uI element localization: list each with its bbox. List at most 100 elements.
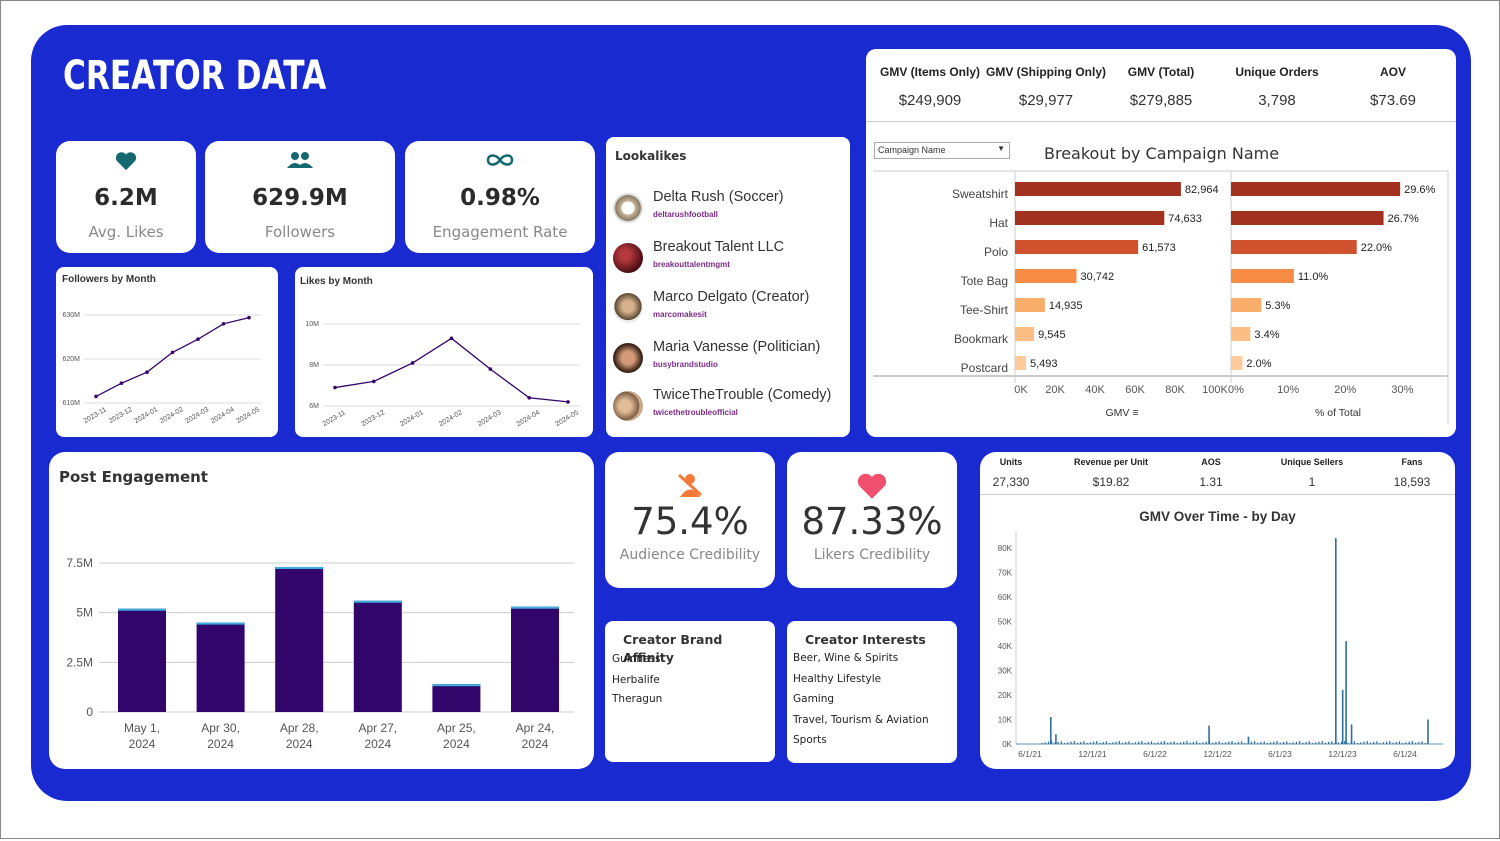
person-x-icon [605,472,775,505]
kpi-label: Followers [264,223,336,241]
gmv-day-bar [1328,741,1330,744]
gmv-day-bar [1379,743,1381,744]
gmv-day-bar [1253,740,1256,744]
gmv-spike-bar [1341,690,1344,744]
list-item: Gaming [793,693,835,705]
kpi-avg-likes: 6.2M Avg. Likes [56,141,196,253]
gmv-day-bar [1305,741,1307,744]
x-tick-label: 6/1/24 [1393,749,1417,759]
gmv-day-bar [1308,741,1310,744]
gmv-day-bar [1337,742,1339,744]
list-item: Herbalife [612,674,660,686]
gmv-day-bar [1109,743,1111,744]
chart-title: Likes by Month [300,276,373,287]
gmv-day-bar [1373,741,1375,744]
lookalike-handle: breakouttalentmgmt [653,260,730,269]
data-point [196,337,200,341]
credibility-label: Likers Credibility [813,547,931,563]
avatar [613,243,643,273]
x-tick-label: 2024-01 [133,406,159,425]
lookalike-name: Marco Delgato (Creator) [653,289,810,305]
metric-value: $19.82 [1092,475,1130,489]
y-tick-label: 0K [1002,740,1012,749]
pct-bar [1231,182,1401,196]
y-tick-label: 2.5M [66,655,93,669]
lookalike-item[interactable]: TwiceTheTrouble (Comedy) twicethetrouble… [613,387,848,429]
gmv-day-bar [1366,740,1368,744]
lookalike-item[interactable]: Marco Delgato (Creator) marcomakesit [613,289,848,331]
category-label: Polo [984,245,1008,259]
lookalike-item[interactable]: Maria Vanesse (Politician) busybrandstud… [613,339,848,381]
data-point [119,381,124,385]
gmv-bar [1015,211,1165,225]
gmv-day-bar [1115,741,1117,744]
gmv-day-bar [1179,742,1182,744]
lookalike-item[interactable]: Delta Rush (Soccer) deltarushfootball [613,189,848,231]
data-point [333,385,337,390]
y-tick-label: 60K [998,593,1013,602]
gmv-bar [1015,240,1139,254]
x-tick-label: 2024 [443,737,470,751]
gmv-breakout-card: GMV (Items Only) GMV (Shipping Only) GMV… [866,49,1456,437]
x-tick-label: 2023-11 [83,406,108,425]
data-point [566,400,570,404]
gmv-header: GMV (Total) [1127,65,1195,79]
filter-value: Campaign Name [878,145,946,155]
x-tick-label: 20% [1334,384,1356,396]
gmv-day-bar [1041,743,1043,744]
category-label: Postcard [961,361,1008,375]
pct-data-label: 29.6% [1404,184,1435,196]
data-point [170,350,175,355]
gmv-spike-bar [1049,717,1052,744]
gmv-day-bar [1105,741,1108,744]
category-label: Tote Bag [961,274,1008,288]
gmv-spike-bar [1055,734,1057,744]
kpi-label: Engagement Rate [432,223,568,241]
lookalike-item[interactable]: Breakout Talent LLC breakouttalentmgmt [613,239,848,281]
x-tick-label: 2024-02 [438,409,464,428]
gmv-day-bar [1089,742,1091,744]
gmv-day-bar [1360,742,1362,744]
gmv-day-bar [1363,741,1365,744]
kpi-engagement-rate: 0.98% Engagement Rate [405,141,595,253]
x-tick-label: 2024 [286,737,313,751]
list-item: Sports [793,734,827,746]
lookalike-name: Delta Rush (Soccer) [653,189,784,205]
divider [866,121,1456,122]
gmv-day-bar [1257,742,1259,744]
gmv-bar [1015,269,1077,283]
gmv-day-bar [1286,741,1288,744]
x-tick-label: 0% [1228,384,1244,396]
avatar [613,343,643,373]
gmv-day-bar [1424,743,1426,744]
gmv-day-bar [1131,743,1133,744]
gmv-day-bar [1353,741,1355,744]
pct-data-label: 26.7% [1388,213,1419,225]
x-tick-label: 2024 [129,737,156,751]
list-item: Travel, Tourism & Aviation [793,714,929,726]
x-tick-label: 6/1/23 [1268,749,1292,759]
y-tick-label: 30K [998,667,1013,676]
gmv-value: $249,909 [898,92,962,109]
gmv-header: Unique Orders [1235,65,1319,79]
x-tick-label: 2024-05 [235,406,261,425]
gmv-day-bar [1292,742,1294,744]
gmv-day-bar [1321,740,1323,744]
gmv-day-bar [1347,742,1349,744]
data-point [372,379,376,384]
gmv-day-bar [1157,742,1159,744]
credibility-value: 75.4% [631,500,749,543]
gmv-day-bar [1218,741,1220,744]
gmv-day-bar [1160,741,1162,744]
gmv-day-bar [1344,740,1346,744]
x-tick-label: 2024-02 [159,406,185,425]
campaign-name-filter[interactable]: Campaign Name ▼ [874,142,1010,159]
gmv-day-bar [1324,742,1327,744]
engagement-bar [432,684,481,712]
gmv-day-bar [1192,741,1194,744]
gmv-day-bar [1138,741,1140,744]
gmv-spike-bar [1350,724,1353,744]
gmv-data-label: 30,742 [1080,271,1114,283]
